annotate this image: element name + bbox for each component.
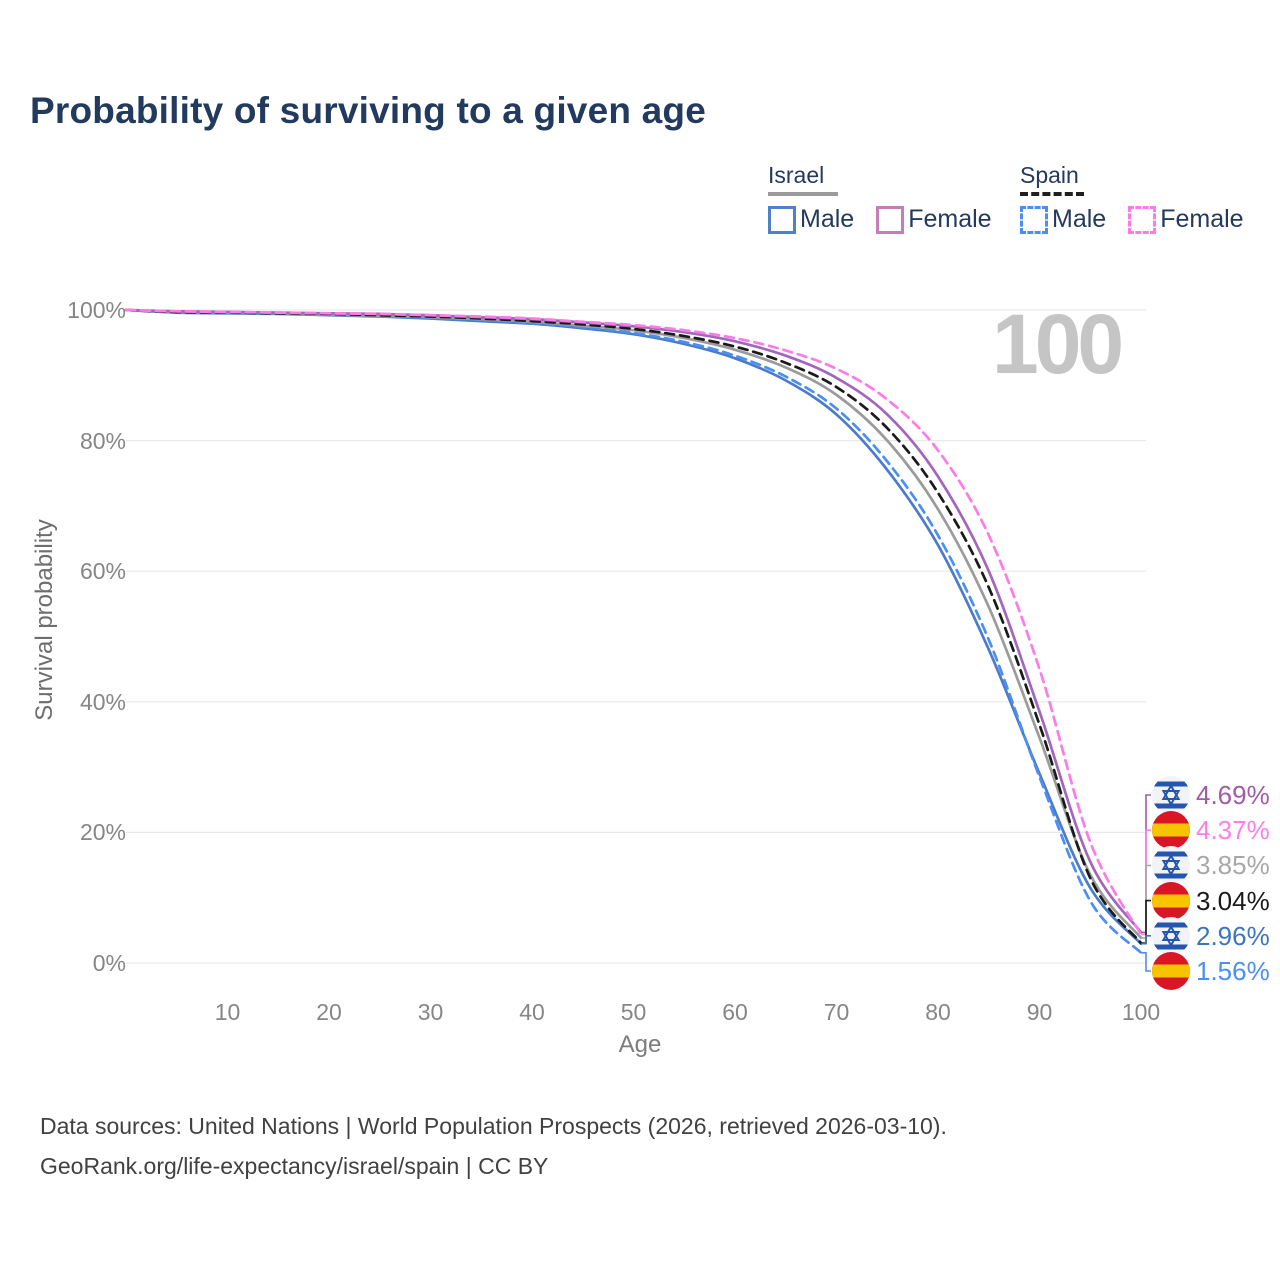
spain-female-line-swatch-icon bbox=[1128, 205, 1157, 234]
x-tick-label: 10 bbox=[214, 999, 241, 1025]
legend-item-label: Female bbox=[908, 205, 992, 233]
end-label-spain-female: 4.37% bbox=[1152, 811, 1270, 850]
y-tick-label: 80% bbox=[79, 427, 126, 454]
legend-item-israel-male[interactable]: Male bbox=[768, 205, 854, 234]
footer: Data sources: United Nations | World Pop… bbox=[40, 1106, 947, 1186]
spain-flag-icon bbox=[1152, 811, 1190, 850]
legend-spain-header: Spain bbox=[1020, 162, 1079, 188]
age-watermark: 100 bbox=[992, 297, 1124, 391]
end-value-israel-female: 4.69% bbox=[1196, 780, 1270, 810]
end-label-spain-male: 1.56% bbox=[1152, 952, 1270, 990]
end-value-spain-female: 4.37% bbox=[1196, 815, 1270, 846]
spain-flag-icon bbox=[1152, 881, 1190, 920]
y-tick-label: 40% bbox=[79, 688, 126, 715]
israel-flag-icon bbox=[1152, 846, 1190, 885]
legend-group-israel: Israel Male Female bbox=[768, 162, 992, 234]
leader-line-israel-male bbox=[1141, 935, 1151, 945]
end-value-spain-all: 3.04% bbox=[1196, 885, 1270, 916]
y-tick-label: 0% bbox=[92, 950, 126, 976]
y-tick-label: 100% bbox=[67, 297, 126, 323]
legend-item-spain-female[interactable]: Female bbox=[1128, 205, 1244, 234]
x-tick-label: 50 bbox=[620, 999, 647, 1025]
end-label-spain-all: 3.04% bbox=[1152, 881, 1270, 920]
footer-attribution: GeoRank.org/life-expectancy/israel/spain… bbox=[40, 1153, 549, 1179]
x-tick-label: 20 bbox=[316, 999, 342, 1025]
legend-item-label: Male bbox=[1052, 205, 1107, 233]
x-tick-label: 100 bbox=[1121, 999, 1161, 1025]
spain-flag-icon bbox=[1152, 811, 1190, 850]
israel-flag-icon bbox=[1152, 916, 1190, 955]
israel-flag-icon bbox=[1152, 846, 1190, 885]
legend-group-spain: Spain Male Female bbox=[1020, 162, 1244, 234]
legend-israel-underline-solid bbox=[768, 192, 838, 196]
x-tick-label: 80 bbox=[925, 999, 951, 1025]
legend-item-spain-male[interactable]: Male bbox=[1020, 205, 1106, 234]
israel-flag-icon bbox=[1152, 776, 1190, 814]
x-tick-label: 70 bbox=[823, 999, 850, 1025]
end-value-spain-male: 1.56% bbox=[1196, 956, 1270, 986]
legend-item-israel-female[interactable]: Female bbox=[876, 205, 992, 234]
israel-flag-icon bbox=[1152, 776, 1190, 814]
curve-spain-male bbox=[124, 308, 1143, 955]
curve-israel-male bbox=[124, 308, 1143, 946]
spain-flag-icon bbox=[1152, 881, 1190, 920]
legend-item-label: Male bbox=[800, 205, 855, 233]
end-value-israel-all: 3.85% bbox=[1196, 850, 1270, 881]
end-label-israel-all: 3.85% bbox=[1152, 846, 1270, 885]
end-label-israel-male: 2.96% bbox=[1152, 916, 1270, 955]
israel-male-line-swatch-icon bbox=[768, 205, 796, 234]
curve-spain-all bbox=[124, 308, 1143, 945]
x-tick-label: 30 bbox=[417, 999, 444, 1025]
spain-flag-icon bbox=[1152, 952, 1190, 990]
x-tick-label: 90 bbox=[1026, 999, 1053, 1025]
leader-line-spain-male bbox=[1141, 952, 1151, 972]
legend-israel-header: Israel bbox=[768, 162, 825, 188]
curve-israel-female bbox=[124, 308, 1143, 934]
x-axis-title: Age bbox=[618, 1031, 662, 1058]
spain-male-line-swatch-icon bbox=[1020, 205, 1048, 234]
x-tick-label: 40 bbox=[519, 999, 545, 1025]
footer-data-sources: Data sources: United Nations | World Pop… bbox=[40, 1113, 947, 1139]
legend-spain-underline-dashed bbox=[1020, 192, 1084, 196]
israel-flag-icon bbox=[1152, 916, 1190, 955]
israel-female-line-swatch-icon bbox=[876, 205, 905, 234]
x-tick-label: 60 bbox=[722, 999, 748, 1025]
end-label-israel-female: 4.69% bbox=[1152, 776, 1270, 814]
y-tick-label: 60% bbox=[79, 558, 126, 585]
end-value-israel-male: 2.96% bbox=[1196, 920, 1270, 951]
page-title: Probability of surviving to a given age bbox=[30, 90, 706, 131]
curve-israel-all bbox=[124, 308, 1143, 940]
spain-flag-icon bbox=[1152, 952, 1190, 990]
y-tick-label: 20% bbox=[79, 819, 126, 846]
legend-item-label: Female bbox=[1160, 205, 1244, 233]
curve-spain-female bbox=[124, 308, 1143, 936]
